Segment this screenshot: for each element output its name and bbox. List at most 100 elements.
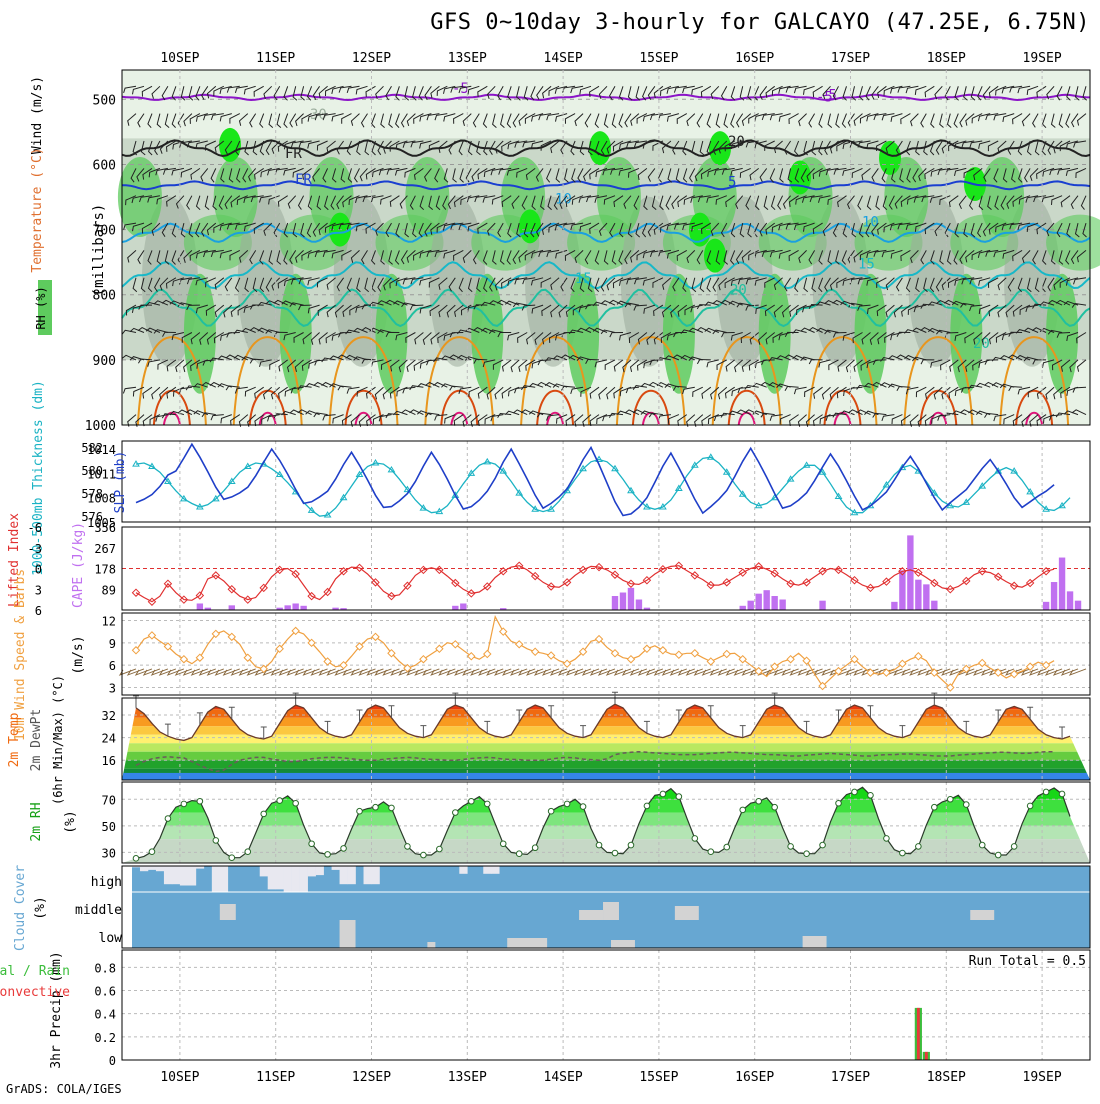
rh2m-point xyxy=(547,807,555,815)
wind-barb xyxy=(971,113,983,124)
wind-barb xyxy=(598,85,608,100)
wind-barb xyxy=(162,167,176,175)
temp-minmax-bar xyxy=(260,726,267,739)
wind-barb xyxy=(179,140,192,148)
lifted-index-point xyxy=(546,582,556,591)
wind-barb xyxy=(730,86,736,101)
wind-barb xyxy=(1070,250,1079,265)
wind-barb xyxy=(577,168,584,183)
wind-barb xyxy=(372,414,384,425)
wind-barb xyxy=(1065,250,1071,265)
wind-barb xyxy=(748,359,759,371)
wind-barb xyxy=(395,222,400,238)
wind-barb xyxy=(958,195,967,210)
thickness-point xyxy=(754,501,763,509)
wind-barb xyxy=(959,250,967,265)
wind-barb xyxy=(570,140,576,156)
wind-barb xyxy=(999,383,1015,389)
wind-barb xyxy=(1012,249,1023,262)
wind-barb xyxy=(776,355,791,361)
rh-band xyxy=(122,825,1090,840)
wind-barb xyxy=(842,86,847,101)
wind-barb xyxy=(257,301,272,307)
wind-barb xyxy=(1071,409,1087,416)
wind-barb xyxy=(949,359,959,372)
wind-barb xyxy=(910,113,919,127)
wind-barb xyxy=(587,140,593,156)
wind-barb xyxy=(1036,386,1047,399)
wind-barb xyxy=(784,385,799,391)
wind-barb xyxy=(520,385,536,391)
wind-barb xyxy=(1032,113,1039,128)
temp2m-tick: 32 xyxy=(102,709,116,723)
wind-barb xyxy=(253,85,264,97)
wind-barb xyxy=(633,304,647,311)
cape-bar xyxy=(276,607,283,610)
wind-barb xyxy=(546,414,560,421)
wind-barb xyxy=(905,222,919,231)
wind-barb xyxy=(792,329,807,334)
precip-legend-convective: Convective xyxy=(0,985,70,1000)
cloud-high-gap xyxy=(283,866,292,892)
wind-barb xyxy=(788,249,799,261)
wind-barb xyxy=(905,386,919,395)
wind-barb xyxy=(361,327,376,333)
wind-barb xyxy=(594,140,600,156)
wind-barb xyxy=(808,327,823,333)
lifted-index-point xyxy=(962,576,971,586)
wind-barb xyxy=(973,332,983,345)
cloud-high-gap xyxy=(211,866,221,892)
wind-barb xyxy=(536,412,552,418)
wind-barb xyxy=(896,385,911,392)
wind-barb xyxy=(991,356,1007,362)
wind-barb xyxy=(434,249,448,258)
wind-barb xyxy=(881,168,887,183)
wind-barb xyxy=(771,85,783,96)
wind-barb xyxy=(800,327,815,333)
wind-barb xyxy=(249,113,257,128)
wind-barb xyxy=(730,250,736,265)
cloud-low-grey xyxy=(507,938,548,948)
wind-barb xyxy=(164,113,170,128)
wind-barb xyxy=(888,355,903,361)
wind-barb xyxy=(530,140,544,149)
wind-barb xyxy=(417,383,432,388)
wind-barb xyxy=(808,113,816,128)
thickness-point xyxy=(419,504,428,511)
wind-barb xyxy=(845,359,855,373)
wind-barb xyxy=(999,355,1015,361)
lifted-index-point xyxy=(754,562,763,571)
wind-barb xyxy=(680,329,695,335)
rh2m-point xyxy=(1058,790,1066,798)
wind-barb xyxy=(1002,113,1015,122)
wind-barb xyxy=(140,277,146,293)
lifted-index-point xyxy=(227,585,237,594)
rh-moist-region xyxy=(405,157,450,238)
wind-barb xyxy=(672,385,687,391)
wind-barb xyxy=(896,354,911,361)
wind-barb xyxy=(270,386,281,400)
thickness-point xyxy=(243,462,252,469)
rh-dark-region xyxy=(525,196,582,367)
wind-barb xyxy=(683,195,695,205)
wind-barb xyxy=(241,327,256,333)
wind-barb xyxy=(234,85,248,94)
wind-barb xyxy=(424,86,432,100)
wind-barb xyxy=(195,249,208,259)
wind-barb xyxy=(565,195,576,208)
wind-barb xyxy=(600,140,608,155)
wind-barb xyxy=(171,332,185,341)
wind-barb xyxy=(765,85,776,98)
wind-barb xyxy=(706,250,712,265)
wind-barb xyxy=(205,140,217,151)
wind-barb xyxy=(385,413,400,419)
thickness-point xyxy=(674,484,683,491)
wind-barb xyxy=(353,168,360,183)
cloud-frame xyxy=(121,865,1091,949)
thickness-point xyxy=(930,489,939,496)
wind-barb xyxy=(935,277,943,292)
temp2m-tick: 16 xyxy=(102,754,116,768)
wind-barb xyxy=(521,195,528,210)
wind-barb xyxy=(699,277,705,293)
lifted-index-point xyxy=(626,579,636,588)
